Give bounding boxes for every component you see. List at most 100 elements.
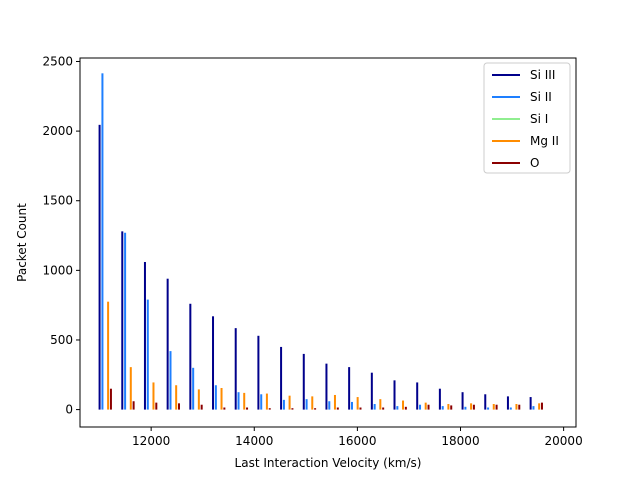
legend-label-si-i: Si I (530, 112, 548, 126)
bar-si-ii (509, 407, 512, 410)
bar-si-ii (419, 404, 422, 410)
x-axis-ticks: 12000 14000 16000 18000 20000 (132, 427, 583, 448)
y-tick-label: 1000 (42, 263, 73, 277)
legend-box (483, 62, 571, 174)
bar-mg-ii (492, 404, 495, 410)
x-tick-label: 14000 (235, 434, 273, 448)
y-tick-label: 1500 (42, 194, 73, 208)
bar-si-ii (237, 392, 240, 410)
bar-o (268, 408, 271, 410)
bar-o (518, 404, 521, 410)
bar-mg-ii (311, 396, 314, 410)
bar-si-iii (461, 392, 464, 410)
bar-si-iii (438, 388, 441, 410)
y-tick-label: 2500 (42, 54, 73, 68)
y-tick-label: 0 (65, 403, 73, 417)
bar-mg-ii (447, 404, 450, 410)
legend-label-o: O (530, 156, 539, 170)
bar-si-iii (189, 303, 192, 410)
bar-si-ii (169, 351, 172, 410)
legend-label-mg-ii: Mg II (530, 134, 559, 148)
bar-si-iii (234, 328, 237, 410)
bar-si-ii (532, 406, 535, 410)
bar-si-ii (305, 399, 308, 410)
bar-si-iii (393, 380, 396, 410)
bar-o (336, 407, 339, 410)
bar-si-ii (441, 406, 444, 410)
bar-si-iii (484, 394, 487, 410)
bar-o (404, 406, 407, 410)
bar-o (223, 407, 226, 410)
bar-o (246, 407, 249, 410)
bar-si-iii (98, 124, 101, 410)
bar-si-ii (101, 73, 104, 410)
bar-mg-ii (333, 394, 336, 410)
bar-si-iii (529, 397, 532, 410)
bar-mg-ii (152, 382, 155, 410)
bar-si-ii (146, 299, 149, 410)
bar-si-ii (260, 394, 263, 410)
bar-si-iii (416, 382, 419, 410)
bar-si-iii (212, 316, 215, 410)
bar-mg-ii (175, 385, 178, 410)
bar-si-ii (350, 401, 353, 410)
legend: Si III Si II Si I Mg II O (483, 62, 571, 174)
bar-si-iii (257, 335, 260, 410)
bar-si-iii (325, 363, 328, 410)
x-tick-label: 18000 (441, 434, 479, 448)
bar-o (495, 404, 498, 410)
bar-si-iii (280, 346, 283, 410)
bar-si-iii (348, 367, 351, 410)
x-tick-label: 16000 (338, 434, 376, 448)
bar-si-ii (192, 367, 195, 410)
bar-si-ii (373, 404, 376, 410)
x-tick-label: 12000 (132, 434, 170, 448)
bar-si-ii (464, 406, 467, 410)
bar-mg-ii (265, 393, 268, 410)
y-axis-ticks: 0 500 1000 1500 2000 2500 (42, 54, 80, 417)
bar-si-iii (143, 261, 146, 410)
bar-o (155, 402, 158, 410)
bar-si-iii (121, 231, 124, 410)
bar-si-iii (370, 372, 373, 410)
bar-o (109, 388, 112, 410)
bar-mg-ii (288, 395, 291, 410)
axes-frame (79, 57, 577, 428)
bar-si-ii (328, 401, 331, 410)
bar-mg-ii (402, 400, 405, 410)
x-axis-label: Last Interaction Velocity (km/s) (235, 456, 422, 470)
bar-o (132, 401, 135, 410)
x-tick-label: 20000 (545, 434, 583, 448)
bar-o (382, 407, 385, 410)
bar-mg-ii (356, 397, 359, 410)
bar-mg-ii (129, 367, 132, 410)
y-tick-label: 2000 (42, 124, 73, 138)
bar-mg-ii (515, 404, 518, 410)
bar-si-ii (282, 399, 285, 410)
y-axis-label: Packet Count (15, 203, 29, 282)
bar-o (200, 404, 203, 410)
bar-mg-ii (197, 389, 200, 410)
bar-mg-ii (470, 403, 473, 410)
legend-label-si-iii: Si III (530, 68, 555, 82)
bar-si-iii (302, 353, 305, 410)
plot-area: 12000 14000 16000 18000 20000 0 500 1000 1500 20… (42, 54, 582, 448)
bar-mg-ii (379, 399, 382, 410)
bar-mg-ii (424, 402, 427, 410)
y-tick-label: 500 (50, 333, 73, 347)
bar-si-ii (487, 407, 490, 410)
bar-mg-ii (220, 388, 223, 410)
bar-o (314, 408, 317, 410)
bar-si-iii (506, 396, 509, 410)
legend-label-si-ii: Si II (530, 90, 552, 104)
bar-o (177, 403, 180, 410)
bar-o (359, 407, 362, 410)
bar-o (291, 408, 294, 410)
bar-o (427, 404, 430, 410)
bar-mg-ii (107, 301, 110, 410)
bar-o (540, 402, 543, 410)
bar-mg-ii (243, 392, 246, 410)
bars (98, 73, 543, 410)
bar-o (450, 405, 453, 410)
